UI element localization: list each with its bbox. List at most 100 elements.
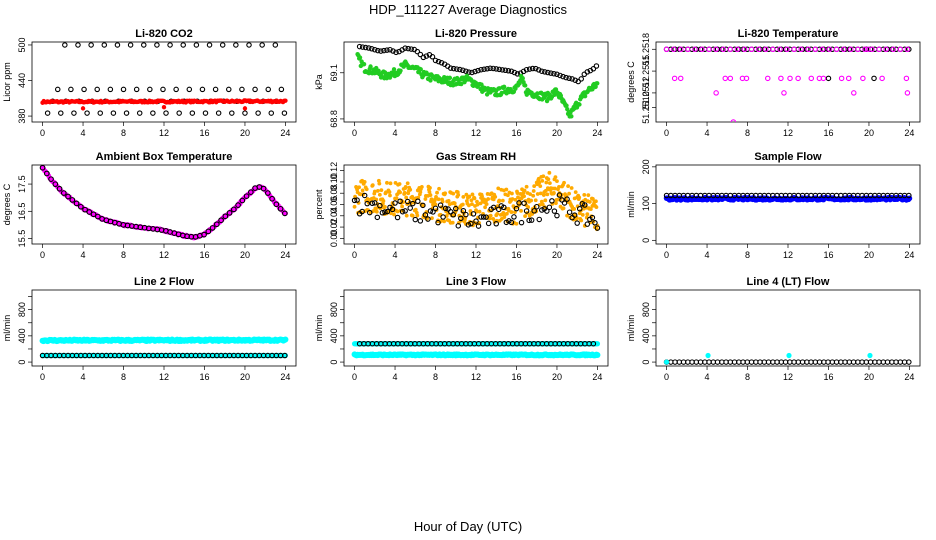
data-point bbox=[544, 180, 549, 185]
data-point bbox=[436, 197, 441, 202]
x-tick-label: 8 bbox=[121, 128, 126, 138]
data-point bbox=[466, 69, 472, 75]
data-point bbox=[71, 110, 77, 116]
plot-frame bbox=[31, 41, 297, 123]
x-tick-label: 20 bbox=[552, 128, 562, 138]
data-point bbox=[357, 55, 363, 60]
x-tick-label: 20 bbox=[552, 250, 562, 260]
data-point bbox=[845, 75, 852, 82]
data-point bbox=[531, 208, 537, 214]
data-point bbox=[464, 192, 469, 197]
x-tick-label: 16 bbox=[511, 250, 521, 260]
data-point bbox=[410, 213, 415, 218]
points-layer bbox=[39, 165, 288, 241]
data-point bbox=[213, 221, 220, 228]
data-point bbox=[504, 187, 509, 192]
data-point bbox=[218, 217, 224, 224]
data-point bbox=[871, 75, 877, 82]
data-point bbox=[511, 69, 518, 76]
data-point bbox=[879, 75, 885, 82]
data-point bbox=[260, 185, 267, 192]
x-tick-label: 0 bbox=[664, 250, 669, 260]
y-tick-label: 0 bbox=[329, 360, 339, 365]
data-point bbox=[521, 200, 527, 206]
data-point bbox=[107, 86, 114, 93]
data-point bbox=[370, 183, 375, 188]
data-point bbox=[784, 46, 790, 53]
data-point bbox=[529, 198, 534, 203]
data-point bbox=[493, 66, 499, 72]
x-tick-label: 4 bbox=[393, 372, 398, 382]
data-point bbox=[493, 221, 499, 227]
data-point bbox=[539, 68, 545, 74]
data-point bbox=[65, 193, 71, 200]
panel-title: Li-820 Pressure bbox=[435, 28, 517, 40]
data-point bbox=[430, 209, 436, 215]
data-point bbox=[470, 211, 477, 217]
data-point bbox=[404, 198, 411, 205]
y-tick-label: 0.10 bbox=[329, 173, 339, 191]
data-point bbox=[375, 188, 380, 193]
data-point bbox=[453, 205, 459, 212]
data-point bbox=[510, 191, 514, 196]
data-point bbox=[478, 201, 483, 206]
panel-7: Line 2 Flow ml/min 0 4 8 12 16 20 24 0 400 800 bbox=[2, 276, 297, 382]
data-point bbox=[54, 86, 61, 93]
data-point bbox=[219, 42, 226, 48]
series-2 bbox=[663, 352, 873, 365]
data-point bbox=[44, 110, 51, 116]
x-tick-label: 16 bbox=[823, 128, 833, 138]
data-point bbox=[460, 202, 465, 207]
data-point bbox=[427, 190, 432, 194]
x-tick-label: 4 bbox=[393, 250, 398, 260]
data-point bbox=[427, 208, 434, 214]
data-point bbox=[365, 45, 372, 51]
data-point bbox=[400, 204, 405, 209]
data-point bbox=[544, 208, 550, 214]
data-point bbox=[255, 110, 261, 116]
data-point bbox=[685, 46, 691, 53]
data-point bbox=[359, 44, 366, 50]
data-point bbox=[781, 90, 787, 96]
data-point bbox=[493, 195, 498, 199]
series-2 bbox=[40, 98, 288, 111]
data-point bbox=[272, 42, 279, 48]
data-point bbox=[491, 217, 496, 221]
data-point bbox=[372, 200, 378, 206]
data-point bbox=[734, 46, 741, 53]
data-point bbox=[454, 66, 460, 72]
panel-title: Line 2 Flow bbox=[134, 276, 194, 288]
data-point bbox=[394, 196, 399, 201]
points-layer bbox=[663, 352, 912, 365]
y-tick-label: 800 bbox=[641, 302, 651, 317]
data-point bbox=[571, 212, 578, 218]
data-point bbox=[415, 198, 421, 205]
data-point bbox=[376, 178, 381, 183]
y-tick-label: 0.00 bbox=[329, 230, 339, 248]
series-2 bbox=[355, 51, 600, 119]
y-axis-label: kPa bbox=[314, 74, 324, 90]
data-point bbox=[677, 46, 684, 53]
figure-title: HDP_111227 Average Diagnostics bbox=[369, 2, 568, 17]
data-point bbox=[361, 192, 368, 199]
data-point bbox=[226, 86, 232, 93]
data-point bbox=[531, 193, 536, 198]
data-point bbox=[537, 180, 542, 185]
x-tick-label: 0 bbox=[352, 128, 357, 138]
data-point bbox=[447, 75, 453, 81]
data-point bbox=[516, 200, 522, 206]
data-point bbox=[447, 65, 454, 71]
x-tick-label: 4 bbox=[705, 372, 710, 382]
x-tick-label: 12 bbox=[783, 250, 793, 260]
data-point bbox=[515, 191, 520, 196]
x-tick-label: 4 bbox=[81, 372, 86, 382]
data-point bbox=[533, 198, 538, 203]
data-point bbox=[273, 201, 280, 208]
y-tick-label: 400 bbox=[329, 328, 339, 343]
x-tick-label: 20 bbox=[240, 372, 250, 382]
data-point bbox=[551, 70, 557, 77]
data-point bbox=[264, 190, 271, 196]
data-point bbox=[259, 42, 265, 48]
data-point bbox=[378, 48, 384, 54]
